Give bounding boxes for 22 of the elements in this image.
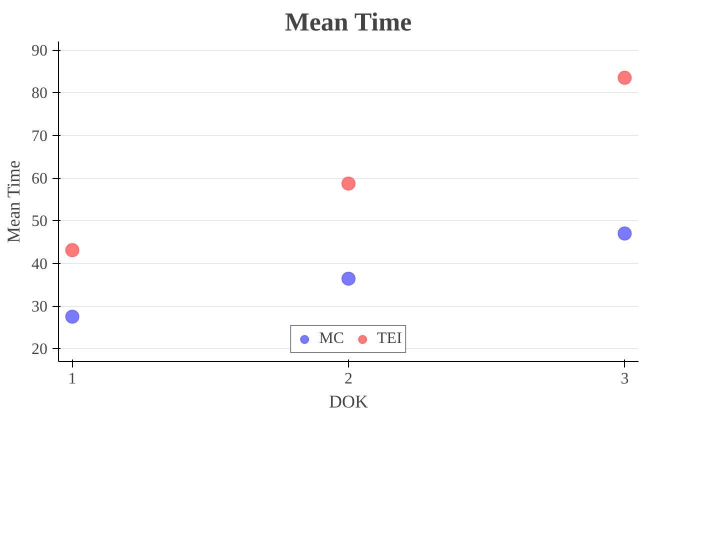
- y-tick-label: 30: [32, 298, 48, 316]
- y-tick-label: 40: [32, 256, 48, 273]
- y-tick-label: 90: [32, 42, 48, 60]
- legend-label: TEI: [377, 330, 402, 348]
- y-axis-title: Mean Time: [4, 160, 24, 243]
- point: [618, 70, 632, 85]
- y-tick-label: 50: [32, 213, 48, 230]
- x-tick-label: 2: [344, 370, 352, 388]
- point: [342, 176, 356, 191]
- chart-title: Mean Time: [284, 8, 412, 36]
- x-tick-label: 3: [620, 370, 629, 388]
- point: [342, 272, 356, 286]
- x-axis-title: DOK: [329, 392, 368, 412]
- x-tick-label: 1: [68, 370, 76, 388]
- y-tick-label: 60: [32, 170, 48, 188]
- legend-label: MC: [319, 330, 344, 348]
- point: [65, 243, 80, 258]
- point: [618, 226, 632, 240]
- y-tick-label: 70: [32, 128, 48, 145]
- y-tick-label: 80: [32, 85, 48, 102]
- y-tick-label: 20: [32, 341, 48, 358]
- point: [65, 310, 80, 324]
